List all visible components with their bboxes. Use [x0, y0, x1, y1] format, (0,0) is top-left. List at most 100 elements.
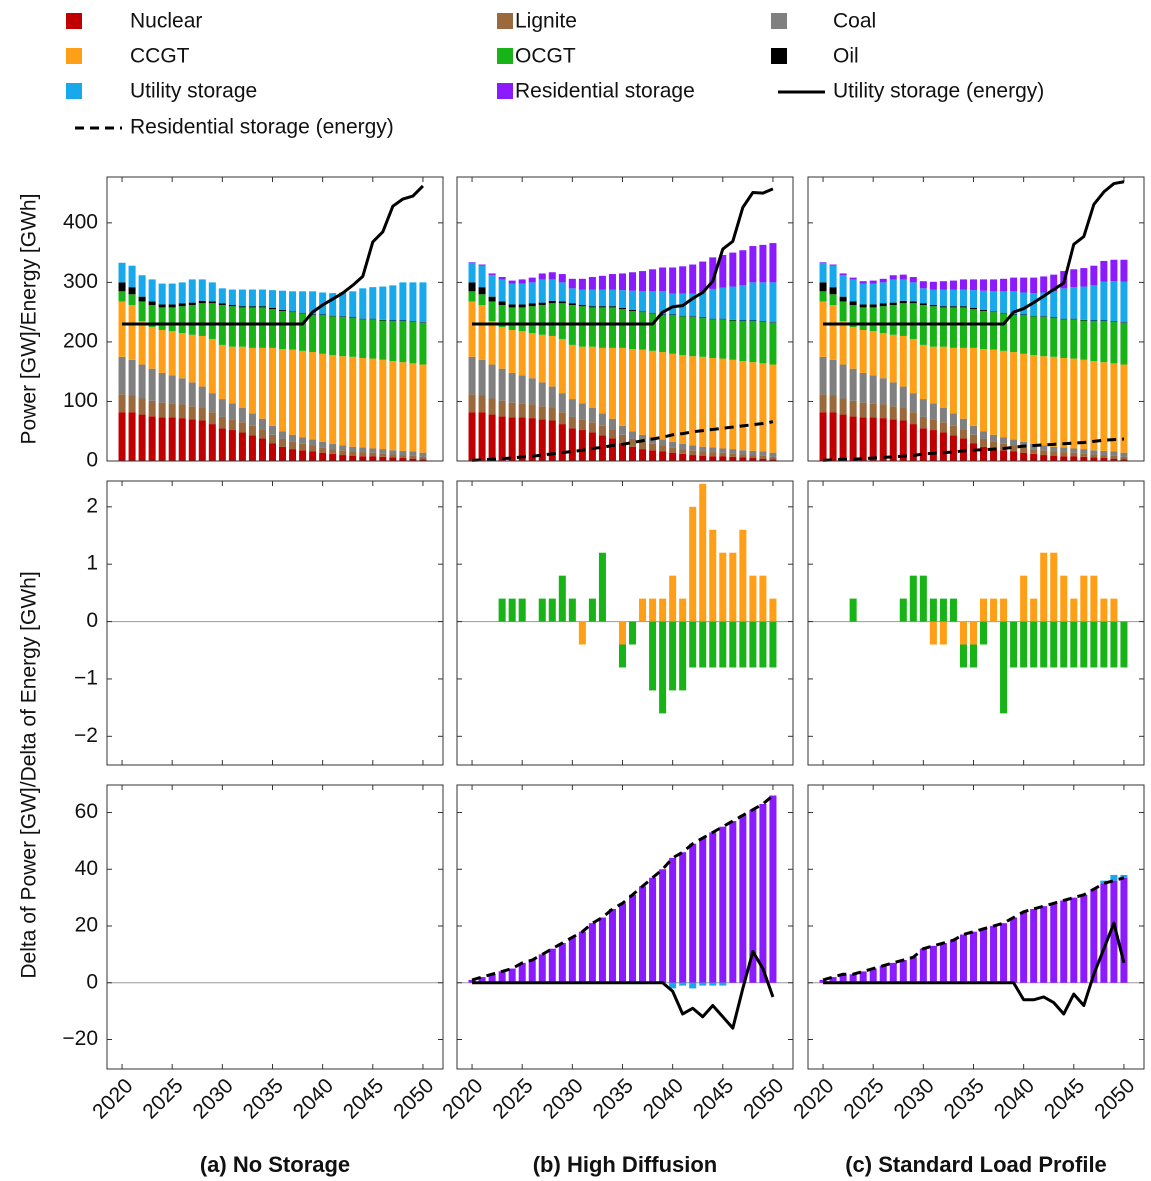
bar: [899, 408, 907, 421]
bar: [1040, 445, 1048, 451]
bar: [1100, 362, 1108, 451]
bar: [849, 301, 857, 306]
bar: [498, 416, 506, 461]
bar: [1110, 363, 1118, 452]
bar: [689, 445, 697, 451]
bar: [1040, 316, 1048, 317]
bar: [329, 453, 337, 461]
bar: [1020, 911, 1028, 983]
bar: [598, 347, 606, 414]
bar: [759, 244, 767, 283]
bar: [158, 307, 166, 331]
bar: [869, 280, 877, 284]
bar: [238, 432, 246, 461]
line: [472, 187, 774, 326]
bar: [719, 826, 727, 983]
bar: [528, 960, 536, 983]
bar: [369, 456, 377, 461]
bar: [769, 598, 777, 622]
bar: [629, 438, 637, 447]
bar: [468, 291, 476, 302]
bar: [299, 450, 307, 461]
bar: [769, 459, 777, 461]
bar: [1020, 277, 1028, 293]
bar: [889, 334, 897, 383]
bar: [769, 456, 777, 460]
bar: [749, 450, 757, 456]
bar: [128, 395, 136, 413]
bar: [1090, 265, 1098, 286]
bar: [769, 795, 777, 983]
bar: [990, 441, 998, 450]
bar: [639, 886, 647, 983]
bar: [289, 349, 297, 435]
bar: [248, 425, 256, 436]
bar: [359, 357, 367, 448]
bar: [990, 598, 998, 622]
bar: [679, 852, 687, 983]
bar: [869, 375, 877, 404]
bar: [339, 292, 347, 317]
bar: [329, 355, 337, 444]
bar: [659, 451, 667, 461]
bar: [959, 934, 967, 983]
bar: [749, 621, 757, 668]
bar: [659, 598, 667, 622]
bar: [1110, 321, 1118, 364]
bar: [238, 408, 246, 423]
x-tick-label: 2030: [890, 1074, 939, 1123]
bar: [138, 275, 146, 297]
bar: [508, 402, 516, 418]
bar: [759, 363, 767, 452]
bar: [1010, 314, 1018, 316]
bar: [1060, 621, 1068, 668]
bar: [468, 262, 476, 283]
line: [823, 180, 1125, 326]
bar: [228, 403, 236, 420]
bar: [1060, 456, 1068, 461]
bar: [478, 412, 486, 461]
bar: [769, 452, 777, 457]
bar: [1040, 906, 1048, 983]
x-tick-label: 2045: [339, 1074, 388, 1123]
bar: [1070, 269, 1078, 288]
bar: [909, 338, 917, 394]
dashed-line: [822, 437, 1125, 462]
bar: [669, 267, 677, 294]
bar: [389, 450, 397, 455]
legend-label: Utility storage (energy): [833, 80, 1044, 103]
bar: [1000, 450, 1008, 461]
bar: [969, 309, 978, 348]
bar: [929, 403, 937, 420]
bar: [419, 452, 427, 457]
bar: [1050, 455, 1058, 461]
bar: [329, 293, 337, 316]
bar: [309, 352, 317, 440]
y-tick-label: 2: [86, 494, 98, 517]
bar: [929, 305, 937, 307]
bar: [759, 458, 767, 461]
bar: [498, 277, 506, 280]
bar: [980, 349, 988, 432]
bar: [228, 306, 236, 347]
bar: [148, 400, 156, 417]
bar: [699, 451, 707, 456]
bar: [568, 288, 576, 304]
bar: [669, 441, 677, 448]
bar: [188, 382, 196, 407]
bar: [618, 903, 627, 983]
bar: [1110, 321, 1118, 322]
bar: [749, 458, 757, 461]
bar: [980, 290, 988, 310]
panel-caption: (c) Standard Load Profile: [845, 1152, 1107, 1177]
legend-swatch: [497, 83, 513, 99]
bar: [629, 349, 637, 432]
bar: [178, 282, 186, 304]
bar: [879, 306, 887, 333]
bar: [548, 948, 556, 983]
bar: [859, 372, 867, 403]
bar: [729, 821, 737, 983]
bar: [498, 279, 506, 302]
bar: [319, 441, 327, 448]
bar: [168, 331, 176, 376]
